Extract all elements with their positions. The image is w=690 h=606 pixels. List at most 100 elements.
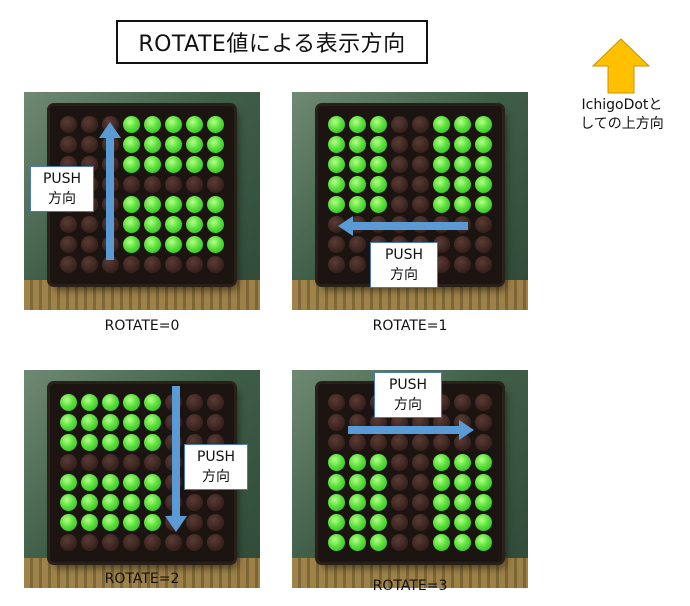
led-dot xyxy=(433,136,450,153)
led-dot xyxy=(433,514,450,531)
led-dot xyxy=(81,514,98,531)
led-dot xyxy=(165,236,182,253)
led-dot xyxy=(412,116,429,133)
led-dot xyxy=(144,176,161,193)
led-dot xyxy=(475,196,492,213)
led-dot xyxy=(186,414,203,431)
led-dot xyxy=(391,116,408,133)
led-dot xyxy=(123,196,140,213)
led-matrix-photo-rotate-2: PUSH 方向 xyxy=(24,370,260,588)
led-dot xyxy=(81,534,98,551)
led-dot xyxy=(349,176,366,193)
led-dot xyxy=(328,156,345,173)
led-dot xyxy=(186,494,203,511)
led-dot xyxy=(186,116,203,133)
led-dot xyxy=(186,236,203,253)
push-label-line1: PUSH xyxy=(42,171,82,187)
led-dot xyxy=(207,156,224,173)
led-dot xyxy=(433,454,450,471)
led-dot xyxy=(207,414,224,431)
led-dot xyxy=(412,494,429,511)
led-dot xyxy=(370,136,387,153)
pcb-edge xyxy=(292,558,528,588)
led-dot xyxy=(433,156,450,173)
led-dot xyxy=(433,534,450,551)
led-dot xyxy=(391,196,408,213)
led-dot xyxy=(328,176,345,193)
led-dot xyxy=(165,116,182,133)
led-dot xyxy=(349,156,366,173)
led-dot xyxy=(144,216,161,233)
led-dot xyxy=(102,394,119,411)
led-dot xyxy=(349,514,366,531)
rotate-caption: ROTATE=3 xyxy=(372,578,448,594)
push-direction-down-arrow-icon xyxy=(165,386,187,532)
led-grid xyxy=(326,392,494,554)
rotate-caption: ROTATE=1 xyxy=(372,318,448,334)
led-dot xyxy=(123,454,140,471)
led-dot xyxy=(186,394,203,411)
led-dot xyxy=(102,434,119,451)
up-caption-line2: しての上方向 xyxy=(580,116,664,132)
led-dot xyxy=(102,534,119,551)
led-dot xyxy=(186,534,203,551)
led-dot xyxy=(123,394,140,411)
led-dot xyxy=(391,156,408,173)
led-dot xyxy=(165,176,182,193)
led-dot xyxy=(123,136,140,153)
led-dot xyxy=(454,116,471,133)
led-dot xyxy=(60,474,77,491)
led-dot xyxy=(370,196,387,213)
led-dot xyxy=(186,196,203,213)
led-dot xyxy=(328,454,345,471)
led-dot xyxy=(475,454,492,471)
rotate-caption: ROTATE=0 xyxy=(104,318,180,334)
led-dot xyxy=(475,236,492,253)
led-dot xyxy=(370,454,387,471)
pcb-edge xyxy=(24,280,260,310)
led-dot xyxy=(454,474,471,491)
led-dot xyxy=(391,136,408,153)
led-dot xyxy=(102,454,119,471)
led-dot xyxy=(412,156,429,173)
led-dot xyxy=(454,434,471,451)
led-dot xyxy=(207,116,224,133)
push-label-line1: PUSH xyxy=(384,247,424,263)
led-dot xyxy=(144,256,161,273)
led-dot xyxy=(454,236,471,253)
led-dot xyxy=(391,176,408,193)
led-dot xyxy=(475,216,492,233)
led-dot xyxy=(123,156,140,173)
led-dot xyxy=(207,256,224,273)
led-dot xyxy=(391,534,408,551)
led-dot xyxy=(81,454,98,471)
led-dot xyxy=(60,454,77,471)
led-dot xyxy=(328,434,345,451)
led-dot xyxy=(391,434,408,451)
led-dot xyxy=(391,474,408,491)
pcb-edge xyxy=(24,558,260,588)
led-dot xyxy=(144,156,161,173)
led-dot xyxy=(144,394,161,411)
led-dot xyxy=(81,434,98,451)
led-dot xyxy=(412,474,429,491)
led-dot xyxy=(454,494,471,511)
led-dot xyxy=(123,514,140,531)
push-label-line2: 方向 xyxy=(390,267,418,283)
led-dot xyxy=(454,196,471,213)
rotate-caption: ROTATE=2 xyxy=(104,571,180,587)
led-dot xyxy=(186,136,203,153)
led-dot xyxy=(144,454,161,471)
push-label-line2: 方向 xyxy=(394,397,422,413)
led-dot xyxy=(412,454,429,471)
led-dot xyxy=(412,434,429,451)
led-dot xyxy=(60,116,77,133)
push-label-line2: 方向 xyxy=(48,191,76,207)
led-dot xyxy=(81,136,98,153)
led-dot xyxy=(60,256,77,273)
led-dot xyxy=(123,216,140,233)
led-dot xyxy=(144,514,161,531)
led-dot xyxy=(433,474,450,491)
led-dot xyxy=(207,136,224,153)
led-dot xyxy=(328,514,345,531)
